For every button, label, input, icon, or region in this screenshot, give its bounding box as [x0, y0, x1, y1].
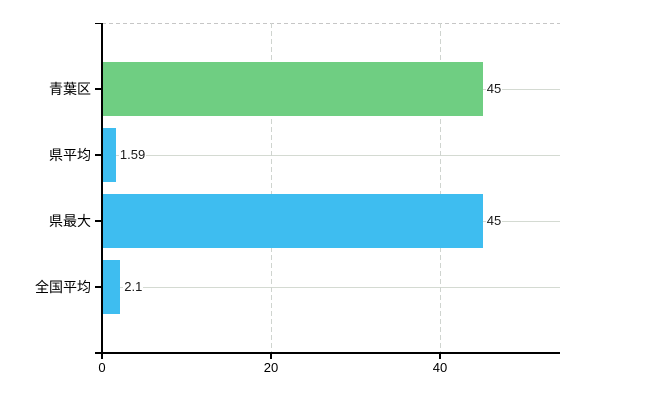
bar-value-label: 2.1 [123, 278, 144, 296]
bar[interactable] [102, 62, 483, 116]
x-tick-mark [439, 354, 441, 359]
category-gridline [102, 154, 560, 156]
y-tick-mark [95, 154, 102, 156]
category-label: 全国平均 [35, 279, 91, 295]
bar[interactable] [102, 194, 483, 248]
x-tick-mark [270, 354, 272, 359]
x-gridline [439, 23, 441, 353]
x-tick-mark [101, 354, 103, 359]
x-gridline [270, 23, 272, 353]
x-tick-label: 40 [432, 360, 448, 375]
y-tick-mark [95, 88, 102, 90]
bar[interactable] [102, 128, 116, 182]
plot-top-border [102, 22, 560, 24]
x-axis-line [95, 352, 560, 354]
category-gridline [102, 286, 560, 288]
category-label: 県平均 [49, 147, 91, 163]
x-tick-label: 20 [263, 360, 279, 375]
y-tick-mark [95, 220, 102, 222]
bar[interactable] [102, 260, 121, 314]
x-tick-label: 0 [98, 360, 106, 375]
category-label: 青葉区 [49, 81, 91, 97]
bar-value-label: 45 [485, 80, 503, 98]
bar-value-label: 45 [485, 212, 503, 230]
y-axis-line [100, 23, 103, 354]
y-tick-mark [95, 286, 102, 288]
y-axis-top-tick [95, 22, 102, 24]
category-label: 県最大 [49, 213, 91, 229]
bar-value-label: 1.59 [118, 146, 147, 164]
